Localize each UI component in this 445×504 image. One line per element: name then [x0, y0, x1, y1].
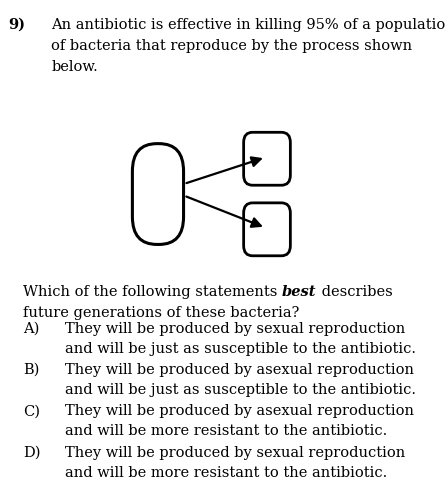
Text: Which of the following statements: Which of the following statements — [23, 285, 282, 299]
Text: of bacteria that reproduce by the process shown: of bacteria that reproduce by the proces… — [51, 39, 413, 53]
Text: They will be produced by asexual reproduction: They will be produced by asexual reprodu… — [65, 404, 413, 418]
Text: future generations of these bacteria?: future generations of these bacteria? — [23, 306, 299, 320]
Text: D): D) — [23, 446, 40, 460]
Text: and will be more resistant to the antibiotic.: and will be more resistant to the antibi… — [65, 466, 387, 480]
Text: They will be produced by asexual reproduction: They will be produced by asexual reprodu… — [65, 363, 413, 377]
Text: They will be produced by sexual reproduction: They will be produced by sexual reproduc… — [65, 322, 405, 336]
Text: best: best — [282, 285, 317, 299]
Text: B): B) — [23, 363, 40, 377]
Text: A): A) — [23, 322, 40, 336]
Text: An antibiotic is effective in killing 95% of a population: An antibiotic is effective in killing 95… — [51, 18, 445, 32]
Text: below.: below. — [51, 60, 98, 74]
Text: describes: describes — [317, 285, 392, 299]
FancyBboxPatch shape — [244, 132, 291, 185]
Text: and will be just as susceptible to the antibiotic.: and will be just as susceptible to the a… — [65, 383, 416, 397]
Text: C): C) — [23, 404, 40, 418]
FancyBboxPatch shape — [133, 144, 184, 244]
FancyBboxPatch shape — [244, 203, 291, 256]
Text: and will be more resistant to the antibiotic.: and will be more resistant to the antibi… — [65, 424, 387, 438]
Text: 9): 9) — [8, 18, 25, 32]
Text: They will be produced by sexual reproduction: They will be produced by sexual reproduc… — [65, 446, 405, 460]
Text: and will be just as susceptible to the antibiotic.: and will be just as susceptible to the a… — [65, 342, 416, 356]
